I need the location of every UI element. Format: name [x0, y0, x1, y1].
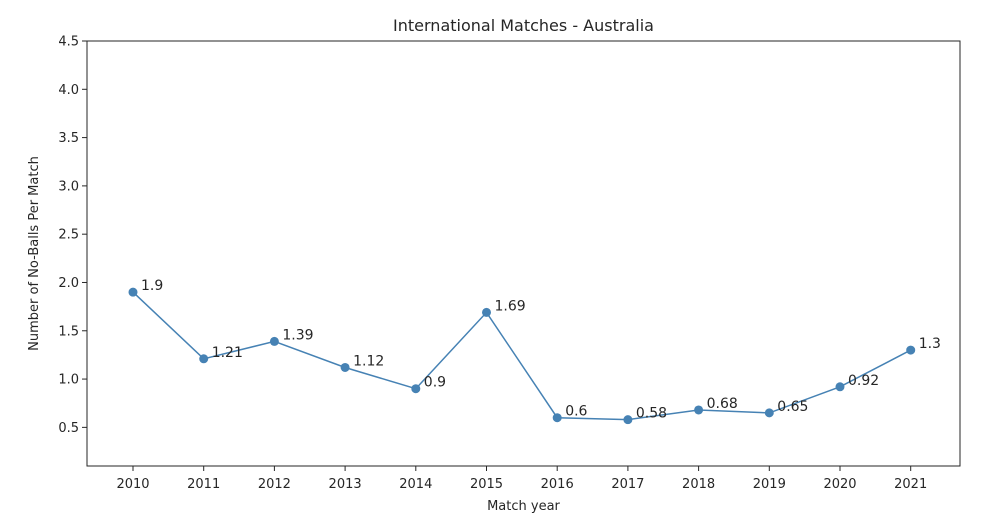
- series-markers: [128, 287, 916, 425]
- y-tick-label: 1.0: [58, 373, 79, 388]
- series-line: [132, 291, 912, 421]
- x-tick-label: 2017: [611, 477, 644, 492]
- chart-title: International Matches - Australia: [393, 16, 654, 35]
- data-label: 0.65: [777, 399, 808, 415]
- y-axis-title: Number of No-Balls Per Match: [27, 156, 42, 351]
- y-tick-label: 0.5: [58, 421, 79, 436]
- data-point: [552, 413, 562, 423]
- data-label: 1.39: [282, 327, 313, 343]
- y-tick-label: 1.5: [58, 324, 79, 339]
- x-tick-label: 2020: [823, 477, 856, 492]
- x-tick-label: 2014: [399, 477, 432, 492]
- x-tick-label: 2013: [329, 477, 362, 492]
- data-point: [835, 382, 845, 392]
- data-label: 1.12: [353, 353, 384, 369]
- y-tick-label: 4.5: [58, 35, 79, 50]
- x-tick-label: 2012: [258, 477, 291, 492]
- data-point: [694, 405, 704, 415]
- data-labels: 1.9 1.21 1.39 1.12 0.9 1.69 0.6 0.58 0.68 0.65 0.9…: [141, 278, 941, 422]
- x-tick-label: 2021: [894, 477, 927, 492]
- x-tick-label: 2019: [753, 477, 786, 492]
- data-point: [340, 362, 350, 372]
- y-tick-label: 2.5: [58, 228, 79, 243]
- x-tick-label: 2010: [116, 477, 149, 492]
- data-point: [199, 354, 209, 364]
- x-tick-label: 2011: [187, 477, 220, 492]
- x-tick-label: 2015: [470, 477, 503, 492]
- x-tick-label: 2018: [682, 477, 715, 492]
- x-tick-label: 2016: [541, 477, 574, 492]
- data-point: [269, 336, 279, 346]
- y-tick-label: 2.0: [58, 276, 79, 291]
- y-tick-label: 4.0: [58, 83, 79, 98]
- data-point: [764, 408, 774, 418]
- y-axis: 0.5 1.0 1.5 2.0 2.5 3.0 3.5 4.0 4.5: [58, 35, 87, 436]
- x-axis: 2010 2011 2012 2013 2014 2015 2016 2017 2018 2019…: [116, 466, 927, 492]
- data-point: [128, 287, 138, 297]
- x-axis-title: Match year: [487, 499, 560, 514]
- plot-area-frame: [86, 40, 961, 467]
- data-label: 1.21: [212, 345, 243, 361]
- y-tick-label: 3.0: [58, 179, 79, 194]
- data-label: 1.3: [919, 336, 941, 352]
- data-label: 0.92: [848, 373, 879, 389]
- data-label: 0.68: [707, 396, 738, 412]
- data-label: 1.69: [495, 298, 526, 314]
- data-label: 1.9: [141, 278, 163, 294]
- y-tick-label: 3.5: [58, 131, 79, 146]
- data-point: [482, 307, 491, 317]
- data-label: 0.6: [565, 404, 587, 420]
- data-label: 0.58: [636, 406, 667, 422]
- data-point: [906, 345, 916, 355]
- data-label: 0.9: [424, 375, 446, 391]
- data-point: [623, 415, 633, 425]
- data-point: [411, 384, 421, 394]
